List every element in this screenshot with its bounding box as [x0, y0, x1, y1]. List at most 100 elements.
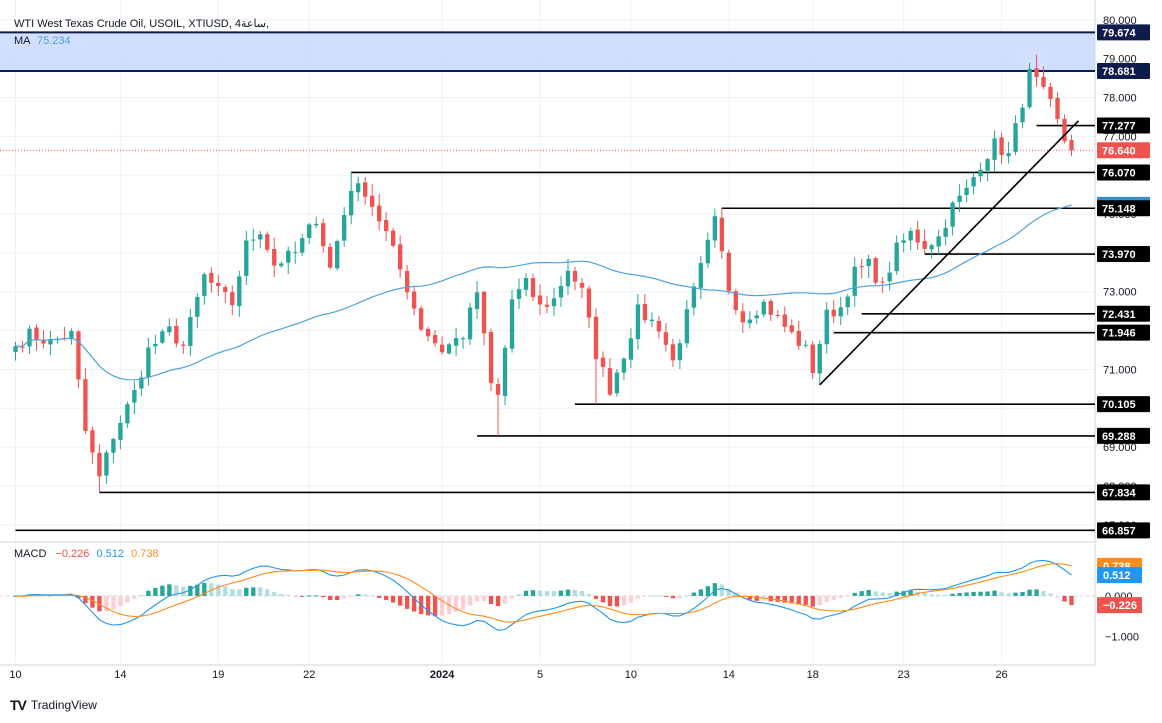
price-tick-label: 73.000 [1103, 287, 1137, 299]
macd-histogram-bar [362, 594, 368, 596]
candle-body [418, 308, 424, 330]
time-tick-label: 2024 [430, 669, 455, 681]
macd-histogram-bar [691, 592, 697, 596]
time-axis[interactable]: 10 14 19 22 2024 5 10 14 18 23 26 [9, 669, 1007, 681]
macd-histogram-bar [831, 595, 836, 600]
macd-histogram-bar [516, 594, 522, 596]
candle-body [817, 343, 822, 374]
macd-histogram-bar [453, 595, 459, 612]
macd-line [15, 559, 1072, 631]
candle-body [1006, 153, 1011, 157]
macd-histogram-bar [957, 592, 962, 596]
candle-body [411, 291, 417, 309]
candle-body [971, 177, 976, 187]
macd-histogram-bar [670, 595, 676, 599]
macd-histogram-bar [698, 589, 704, 596]
candle-body [936, 236, 941, 247]
macd-histogram-bar [796, 595, 801, 605]
macd-histogram-bar [621, 595, 627, 606]
macd-histogram-bar [488, 595, 494, 604]
macd-histogram-bar [852, 592, 857, 596]
candle-body [425, 328, 431, 337]
candle-body [761, 301, 766, 315]
candle-body [635, 304, 641, 340]
macd-histogram-bar [789, 595, 794, 604]
candle-body [607, 368, 613, 395]
macd-histogram-bar [551, 591, 557, 596]
candle-body [516, 289, 522, 299]
macd-histogram-bar [719, 584, 725, 596]
candle-body [593, 316, 599, 360]
candle-body [146, 347, 151, 377]
candlesticks [13, 54, 1074, 493]
macd-histogram-bar [978, 591, 983, 596]
candle-body [838, 307, 843, 317]
price-tick-label: 80.000 [1103, 15, 1137, 27]
candle-body [579, 282, 585, 288]
macd-histogram-bar [342, 595, 347, 599]
ma-legend-value: 75.234 [36, 35, 71, 47]
candle-body [1041, 76, 1046, 87]
candle-body [83, 379, 88, 431]
macd-histogram-bar [369, 595, 375, 597]
candle-body [397, 244, 403, 270]
macd-histogram-bar [174, 585, 179, 596]
candle-body [209, 272, 214, 283]
macd-histogram-bar [887, 593, 892, 596]
macd-histogram-bar [782, 595, 787, 603]
macd-histogram-bar [216, 584, 221, 596]
macd-histogram-bar [335, 595, 340, 601]
candle-body [705, 239, 711, 264]
candle-body [866, 258, 871, 267]
level-label-bg [1097, 427, 1150, 444]
candle-body [349, 190, 354, 216]
candle-body [97, 452, 102, 477]
macd-histogram-bar [90, 595, 95, 608]
macd-histogram-bar [873, 591, 878, 596]
macd-histogram-bar [628, 595, 634, 603]
candle-body [481, 291, 487, 334]
candle-body [118, 422, 123, 440]
macd-histogram-bar [167, 584, 172, 596]
macd-histogram-bar [544, 591, 550, 596]
candle-body [139, 377, 144, 389]
candle-body [167, 326, 172, 333]
candle-body [901, 240, 906, 243]
candle-body [356, 183, 361, 193]
macd-histogram-bar [265, 589, 270, 596]
candle-body [20, 346, 25, 348]
level-label-bg [1097, 305, 1150, 322]
macd-histogram-bar [817, 595, 822, 606]
macd-histogram-bar [579, 591, 585, 596]
candle-body [251, 239, 256, 241]
candle-body [614, 372, 620, 394]
candle-body [796, 330, 801, 346]
macd-tick-label: −1.000 [1105, 632, 1139, 644]
candle-body [824, 309, 829, 345]
candle-body [803, 344, 808, 346]
macd-histogram-bar [307, 595, 312, 597]
macd-histogram-bar [775, 595, 780, 602]
candle-body [272, 248, 277, 266]
macd-histogram-bar [293, 595, 298, 597]
time-tick-label: 14 [723, 669, 735, 681]
macd-histogram-bar [642, 595, 648, 597]
macd-histogram-bar [160, 585, 165, 596]
candle-body [810, 344, 815, 374]
macd-histogram-bar [328, 595, 333, 600]
candle-body [768, 300, 773, 315]
macd-histogram-bar [146, 590, 151, 596]
macd-histogram-bar [460, 595, 466, 610]
price-axis[interactable]: 80.00079.00078.00077.00076.00075.00074.0… [1097, 15, 1150, 644]
candle-body [922, 240, 927, 249]
tradingview-brand[interactable]: TV TradingView [10, 697, 97, 713]
macd-histogram-bar [244, 587, 249, 596]
candle-body [684, 309, 690, 344]
moving-average-line [15, 204, 1072, 381]
macd-legend-macd: 0.512 [96, 548, 124, 560]
macd-histogram-bar [838, 595, 843, 598]
macd-histogram-bar [1027, 589, 1032, 596]
candle-body [188, 317, 193, 346]
candle-body [1055, 97, 1060, 120]
